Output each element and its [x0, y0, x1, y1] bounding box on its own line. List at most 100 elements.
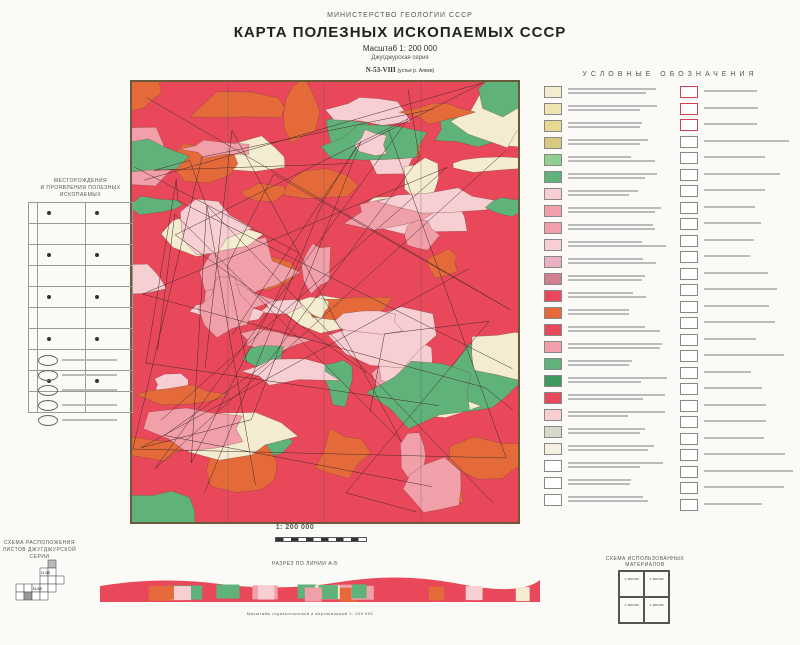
legend-symbol [680, 449, 698, 461]
legend-swatch [544, 426, 562, 438]
legend-symbol [680, 498, 698, 511]
legend-symbol [680, 251, 698, 263]
legend-text-line [704, 370, 751, 373]
legend-text-line [568, 92, 646, 94]
legend-swatch [544, 205, 562, 217]
orange-unit [283, 82, 321, 144]
index-text-line [62, 389, 117, 391]
legend-text-line [568, 194, 629, 196]
green-unit [323, 359, 353, 408]
legend-text-line [568, 462, 664, 464]
legend-swatch [544, 171, 562, 183]
fault-line [140, 141, 469, 448]
legend-text-line [704, 90, 758, 92]
legend-text-line [704, 222, 761, 224]
legend-text-line [568, 381, 642, 383]
legend-text-line [568, 428, 645, 430]
legend-text-line [568, 466, 641, 468]
legend-swatch [544, 154, 562, 166]
legend-text-line [568, 211, 656, 213]
legend-symbol [680, 300, 698, 313]
sheet-label-o53: O-53 [41, 570, 51, 575]
legend-symbol [680, 267, 698, 280]
legend-text-line [568, 496, 643, 498]
orange-unit [189, 91, 285, 118]
legend-symbol [680, 350, 698, 362]
geological-map[interactable] [130, 80, 520, 524]
legend-text-line [704, 387, 762, 389]
legend-symbol [680, 102, 698, 115]
fault-line [157, 129, 402, 442]
deposit-symbol [38, 400, 58, 411]
legend-text-line [704, 189, 765, 191]
green-unit [366, 360, 472, 429]
legend-text-line [704, 238, 754, 241]
legend-swatch [544, 290, 562, 302]
index-text-line [62, 374, 117, 376]
legend-symbol [680, 482, 698, 494]
legend-swatch [544, 273, 562, 285]
legend-symbol [680, 317, 698, 329]
legend-symbol [680, 201, 698, 214]
legend-text-line [704, 139, 790, 142]
index-cell [84, 286, 134, 308]
index-text-line [62, 404, 117, 406]
legend-swatch [544, 375, 562, 387]
legend-text-line [568, 139, 648, 141]
legend-text-line [568, 143, 640, 145]
index-cell [37, 244, 86, 266]
legend-symbol [680, 432, 698, 445]
legend-text-line [568, 156, 631, 158]
index-cell [27, 244, 39, 266]
fault-line [134, 167, 300, 486]
fault-line [141, 167, 514, 421]
legend-text-line [568, 296, 646, 298]
index-cell [84, 328, 134, 350]
legend-symbol [680, 383, 698, 395]
alluvium-unit [471, 332, 518, 381]
orange-unit [426, 248, 458, 279]
fault-line [145, 178, 513, 406]
green-unit [132, 195, 183, 215]
legend-text-line [568, 262, 656, 264]
index-table [27, 202, 134, 413]
index-cell [37, 202, 86, 224]
legend-text-line [568, 190, 639, 192]
legend-text-line [704, 354, 785, 356]
section-green-unit [351, 584, 367, 599]
legend-symbol [680, 168, 698, 181]
sheet-label-n53: N-53 [33, 586, 42, 591]
index-cell [27, 328, 39, 350]
index-cell [27, 349, 39, 371]
alluvium-unit [452, 156, 518, 173]
cross-section [100, 577, 540, 602]
legend-text-line [704, 486, 785, 488]
legend-swatch [544, 222, 562, 234]
index-cell [84, 223, 134, 245]
deposit-symbol [38, 355, 58, 366]
legend-text-line [704, 420, 767, 422]
index-cell [84, 202, 134, 224]
light-pink-unit [132, 263, 167, 295]
green-unit [478, 82, 518, 118]
deposit-symbol [38, 415, 58, 426]
index-cell [27, 286, 39, 308]
legend-text-line [704, 271, 769, 274]
index-cell [37, 307, 86, 329]
legend-swatch [544, 443, 562, 455]
legend-swatch [544, 409, 562, 421]
pink-unit [404, 220, 441, 251]
legend-text-line [568, 292, 633, 294]
pink-unit [197, 276, 254, 338]
legend-text-line [704, 123, 757, 125]
light-pink-unit [241, 358, 341, 386]
legend-text-line [704, 502, 763, 505]
legend-text-line [704, 156, 765, 158]
materials-scheme: 1: 200 000 1: 200 000 1: 200 000 1: 200 … [618, 570, 670, 624]
sheets-scheme: O-53 N-53 [15, 559, 65, 601]
legend-text-line [704, 469, 794, 472]
legend-text-line [568, 415, 629, 417]
legend-text-line [568, 173, 657, 175]
legend-text-line [568, 445, 655, 447]
legend-text-line [568, 313, 630, 315]
